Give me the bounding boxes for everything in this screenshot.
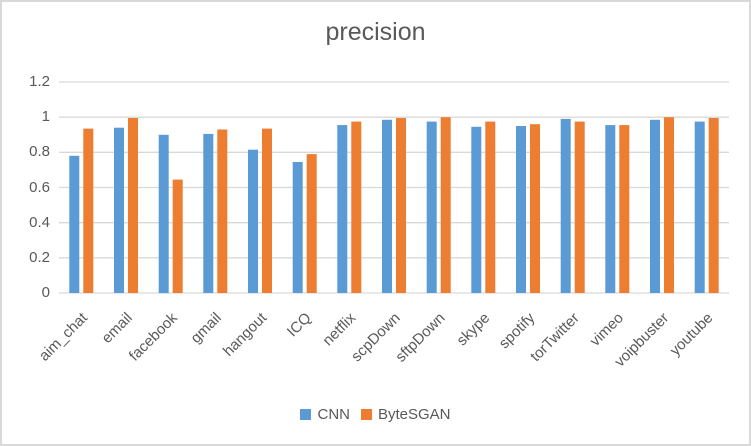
bar-cnn-ICQ (292, 162, 303, 293)
bar-bytesgan-vimeo (619, 125, 630, 293)
bar-cnn-email (114, 127, 124, 293)
y-tick-label-0.2: 0.2 (29, 248, 50, 266)
bar-cnn-torTwitter (560, 118, 571, 294)
bar-cnn-hangout (248, 149, 258, 293)
y-tick-label-1.2: 1.2 (29, 73, 50, 90)
bar-bytesgan-facebook (172, 179, 183, 293)
bar-bytesgan-gmail (217, 129, 228, 293)
legend-item-bytesgan: ByteSGAN (360, 406, 451, 423)
bar-bytesgan-sftpDown (440, 117, 451, 293)
y-tick-label-0.6: 0.6 (29, 178, 50, 196)
bar-cnn-voipbuster (650, 119, 660, 293)
y-tick-label-1: 1 (41, 108, 50, 126)
chart-title: precision (325, 18, 426, 46)
y-tick-label-0.8: 0.8 (29, 143, 50, 161)
bar-bytesgan-aim_chat (83, 128, 94, 293)
legend-swatch-cnn (300, 409, 312, 420)
bar-cnn-youtube (694, 121, 705, 293)
bar-bytesgan-spotify (530, 124, 540, 293)
bar-cnn-netflix (337, 125, 348, 293)
bar-bytesgan-voipbuster (664, 117, 674, 293)
bar-cnn-vimeo (605, 125, 616, 293)
y-tick-label-0: 0 (41, 284, 50, 301)
legend-item-cnn: CNN (300, 406, 350, 423)
legend-label-cnn: CNN (317, 406, 350, 423)
legend-label-bytesgan: ByteSGAN (377, 406, 451, 423)
bar-bytesgan-email (128, 118, 138, 293)
bar-cnn-sftpDown (426, 121, 437, 293)
bar-bytesgan-hangout (262, 128, 272, 293)
bar-cnn-aim_chat (69, 155, 80, 293)
bar-bytesgan-skype (485, 121, 496, 293)
y-tick-label-0.4: 0.4 (29, 213, 50, 231)
bar-bytesgan-ICQ (306, 154, 317, 293)
legend-swatch-bytesgan (360, 409, 372, 420)
bar-cnn-facebook (158, 134, 169, 294)
chart-legend: CNN ByteSGAN (2, 406, 749, 423)
bar-cnn-skype (471, 126, 482, 293)
bar-bytesgan-youtube (708, 118, 719, 293)
bar-cnn-scpDown (382, 119, 392, 293)
bar-bytesgan-torTwitter (574, 121, 585, 293)
bar-cnn-spotify (516, 126, 526, 293)
bar-bytesgan-scpDown (396, 118, 406, 293)
bar-bytesgan-netflix (351, 121, 362, 293)
bar-cnn-gmail (203, 133, 214, 293)
